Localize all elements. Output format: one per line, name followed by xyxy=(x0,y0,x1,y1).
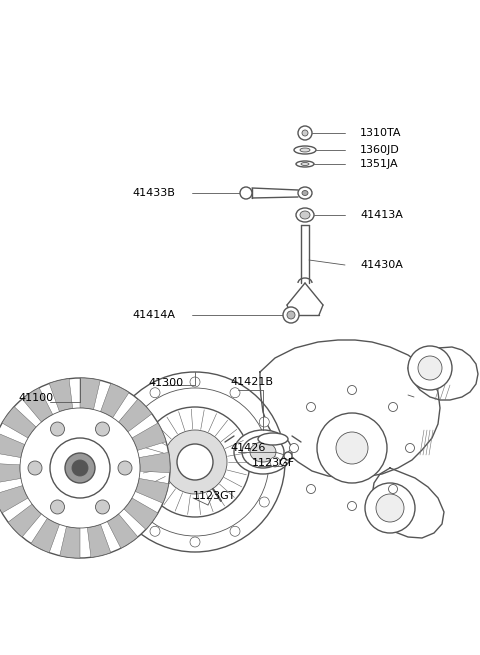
Circle shape xyxy=(270,457,280,467)
Text: 41421B: 41421B xyxy=(230,377,273,387)
Ellipse shape xyxy=(294,146,316,154)
Wedge shape xyxy=(49,379,72,411)
Circle shape xyxy=(287,311,295,319)
Circle shape xyxy=(307,485,315,493)
Circle shape xyxy=(28,461,42,475)
Circle shape xyxy=(50,438,110,498)
Circle shape xyxy=(163,430,227,494)
Text: 41430A: 41430A xyxy=(360,260,403,270)
Text: 1360JD: 1360JD xyxy=(360,145,400,155)
Circle shape xyxy=(190,377,200,387)
Wedge shape xyxy=(119,399,152,432)
Circle shape xyxy=(406,443,415,453)
Circle shape xyxy=(259,497,269,507)
Circle shape xyxy=(120,417,131,427)
Circle shape xyxy=(230,526,240,536)
Circle shape xyxy=(140,407,250,517)
Wedge shape xyxy=(0,433,25,458)
Circle shape xyxy=(20,408,140,528)
Circle shape xyxy=(283,307,299,323)
Circle shape xyxy=(105,372,285,552)
Circle shape xyxy=(50,422,64,436)
Circle shape xyxy=(120,497,131,507)
Circle shape xyxy=(150,526,160,536)
Circle shape xyxy=(302,130,308,136)
Ellipse shape xyxy=(234,430,292,474)
Ellipse shape xyxy=(242,436,284,468)
Wedge shape xyxy=(22,388,53,422)
Wedge shape xyxy=(2,407,36,438)
Wedge shape xyxy=(80,378,100,409)
Circle shape xyxy=(284,452,292,460)
Wedge shape xyxy=(135,478,168,503)
Text: 41100: 41100 xyxy=(18,393,53,403)
Circle shape xyxy=(348,386,357,394)
Text: 41300: 41300 xyxy=(148,378,183,388)
Circle shape xyxy=(348,502,357,510)
Circle shape xyxy=(365,483,415,533)
Ellipse shape xyxy=(302,191,308,195)
Wedge shape xyxy=(0,463,21,483)
Text: 1351JA: 1351JA xyxy=(360,159,398,169)
Wedge shape xyxy=(87,525,111,557)
Wedge shape xyxy=(107,514,138,548)
Text: 41433B: 41433B xyxy=(132,188,175,198)
Circle shape xyxy=(121,388,269,536)
Circle shape xyxy=(259,417,269,427)
Circle shape xyxy=(72,460,88,476)
Text: 1123GF: 1123GF xyxy=(252,458,295,468)
Ellipse shape xyxy=(300,211,310,219)
Wedge shape xyxy=(124,498,158,529)
Circle shape xyxy=(408,346,452,390)
Circle shape xyxy=(96,422,109,436)
Circle shape xyxy=(177,444,213,480)
Circle shape xyxy=(150,388,160,398)
Circle shape xyxy=(298,126,312,140)
Circle shape xyxy=(0,378,170,558)
Ellipse shape xyxy=(300,148,310,152)
Ellipse shape xyxy=(296,208,314,222)
Circle shape xyxy=(376,494,404,522)
Text: 1123GT: 1123GT xyxy=(193,491,236,501)
Circle shape xyxy=(336,432,368,464)
Circle shape xyxy=(307,402,315,411)
Ellipse shape xyxy=(301,162,309,166)
Circle shape xyxy=(230,388,240,398)
Ellipse shape xyxy=(250,442,276,462)
Circle shape xyxy=(388,402,397,411)
Wedge shape xyxy=(0,485,28,513)
Circle shape xyxy=(289,443,299,453)
Ellipse shape xyxy=(296,161,314,167)
Text: 41414A: 41414A xyxy=(132,310,175,320)
Wedge shape xyxy=(100,383,129,418)
Wedge shape xyxy=(132,423,166,451)
Wedge shape xyxy=(8,504,41,537)
Circle shape xyxy=(240,187,252,199)
Circle shape xyxy=(418,356,442,380)
Circle shape xyxy=(190,537,200,547)
Circle shape xyxy=(388,485,397,493)
Ellipse shape xyxy=(258,433,288,445)
Text: 41413A: 41413A xyxy=(360,210,403,220)
Circle shape xyxy=(50,500,64,514)
Circle shape xyxy=(317,413,387,483)
Circle shape xyxy=(96,500,109,514)
Ellipse shape xyxy=(298,187,312,199)
Text: 41426: 41426 xyxy=(230,443,265,453)
Circle shape xyxy=(118,461,132,475)
Wedge shape xyxy=(60,527,80,558)
Text: 1310TA: 1310TA xyxy=(360,128,401,138)
Circle shape xyxy=(110,457,120,467)
Circle shape xyxy=(65,453,95,483)
Wedge shape xyxy=(31,518,60,553)
Wedge shape xyxy=(139,453,170,473)
